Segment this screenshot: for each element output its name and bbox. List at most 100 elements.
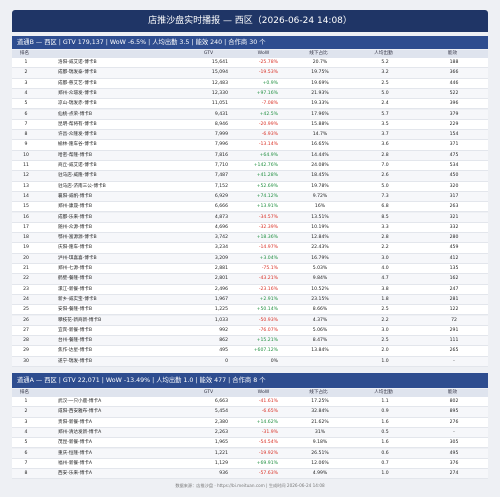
table-cell: 188 [449, 60, 459, 65]
store-name: 台州-餐隆-博卡B [58, 338, 93, 344]
table-cell: 862 [219, 338, 228, 344]
table-row [12, 109, 488, 120]
table-cell: -13.14% [258, 142, 278, 148]
table-cell: 8.66% [312, 307, 328, 313]
table-cell: 4,873 [214, 214, 228, 220]
table-cell: 15 [23, 204, 29, 210]
table-cell: 2.5 [381, 80, 389, 86]
table-cell: -19.53% [258, 70, 278, 76]
table-cell: +50.14% [256, 307, 278, 313]
table-cell: -25.78% [258, 60, 278, 65]
table-cell: 6,929 [214, 193, 228, 199]
table-row [12, 469, 488, 480]
table-cell: 274 [449, 471, 459, 477]
table-row [12, 438, 488, 449]
table-cell: 5.03% [312, 266, 328, 271]
table-cell: 16 [23, 214, 29, 220]
table-cell: 16.79% [311, 255, 329, 261]
table-cell: 3.2 [381, 70, 389, 76]
table-cell: 21.62% [311, 419, 329, 425]
store-name: 郑州-七源-博卡B [58, 266, 93, 271]
table-row [12, 325, 488, 337]
table-cell: 2.2 [381, 245, 389, 251]
table-cell: 6 [24, 450, 28, 456]
store-name: 许昌-众隆发-博卡B [58, 132, 97, 138]
table-cell: -6.65% [261, 409, 278, 415]
table-cell: 19.33% [311, 101, 329, 107]
table-cell: -6.93% [261, 132, 278, 138]
table-cell: -75.1% [261, 266, 278, 271]
table-cell: 12,330 [211, 90, 228, 96]
table-cell: 1,967 [214, 296, 228, 302]
table-cell: 263 [449, 204, 459, 210]
table-cell: 276 [449, 419, 459, 425]
table-cell: 7,710 [214, 163, 228, 168]
table-cell: 4.37% [312, 317, 328, 323]
table-cell: 3.3 [381, 224, 389, 230]
table-cell: +142.76% [253, 163, 278, 168]
table-row [12, 212, 488, 223]
table-cell: 2,801 [214, 276, 228, 282]
table-cell: 446 [449, 80, 459, 86]
store-name: 新乡-威实宝-博卡B [58, 296, 97, 302]
store-name: 驻马店-济南三公-博卡B [58, 183, 106, 189]
column-header: 线下占比 [290, 389, 350, 397]
table-cell: 2.8 [381, 152, 389, 158]
table-cell: 3.0 [381, 327, 389, 333]
table-cell: -23.16% [258, 286, 278, 292]
table-cell: 379 [449, 111, 459, 117]
column-header: 能效 [420, 389, 488, 397]
table-cell: 4 [24, 90, 28, 96]
table-cell: +3.04% [259, 255, 278, 261]
table-cell: 522 [449, 90, 459, 96]
table-row [12, 202, 488, 213]
store-name: 商丘-威艾诺-博卡B [58, 163, 97, 168]
table-cell: 17.25% [311, 399, 329, 404]
table-cell: 2,881 [214, 266, 228, 271]
table-row [12, 284, 488, 295]
column-header: 排名 [12, 50, 40, 58]
table-cell: 0.6 [381, 450, 389, 456]
table-cell: 27 [23, 327, 29, 333]
table-cell: 9 [24, 142, 28, 148]
store-name: 成都-瑞发泰-博卡B [58, 70, 97, 76]
table-cell: +15.21% [256, 338, 278, 344]
table-row [12, 253, 488, 264]
table-cell: 8 [24, 471, 28, 477]
table-cell: 2.2 [381, 317, 389, 323]
section-header: 道通A — 西区 | GTV 22,071 | WoW -13.49% | 人均… [12, 373, 488, 388]
table-cell: 320 [449, 183, 459, 189]
table-cell: 7,996 [214, 142, 228, 148]
table-cell: 20.7% [312, 60, 328, 65]
table-cell: 21 [23, 266, 29, 271]
table-cell: 162 [449, 276, 459, 282]
table-cell: 111 [449, 338, 459, 344]
table-cell: - [453, 429, 455, 435]
table-row [12, 417, 488, 428]
table-cell: 0.9 [381, 409, 389, 415]
table-row [12, 191, 488, 203]
table-cell: -20.99% [258, 121, 278, 127]
table-row [12, 274, 488, 285]
store-name: 郑州-众璟发-博卡B [58, 90, 97, 96]
table-cell: -7.08% [261, 101, 278, 107]
table-row [12, 315, 488, 326]
table-cell: 9,431 [214, 111, 228, 117]
table-cell: 1.0 [381, 358, 389, 364]
table-cell: 1,221 [214, 450, 228, 456]
table-row [12, 78, 488, 89]
table-cell: 9.72% [312, 193, 328, 199]
table-cell: 3 [24, 419, 28, 425]
store-name: 茂昆-新餐-博卡A [58, 440, 93, 446]
table-cell: 2.5 [381, 338, 389, 344]
table-cell: 1,033 [214, 317, 228, 323]
table-cell: +41.28% [256, 173, 278, 179]
table-cell: 7,816 [214, 152, 228, 158]
table-cell: 2.8 [381, 235, 389, 241]
table-cell: 305 [449, 440, 459, 446]
table-cell: 4,696 [214, 224, 228, 230]
table-cell: 2 [24, 409, 28, 415]
table-cell: 7,999 [214, 132, 228, 138]
table-cell: 15,641 [211, 60, 228, 65]
table-cell: 2,263 [214, 429, 228, 435]
